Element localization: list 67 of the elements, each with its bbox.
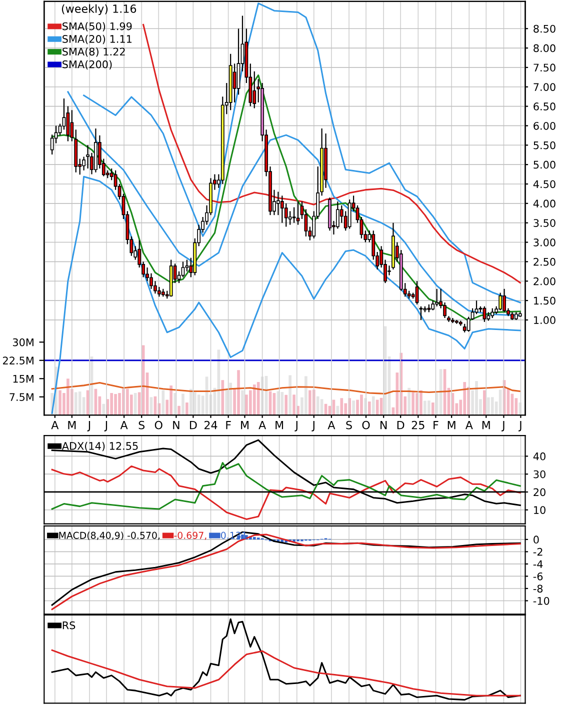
- x-tick-label: D: [190, 421, 197, 430]
- y-tick-label: 7.00: [534, 83, 556, 91]
- y2-tick-label: 30M: [12, 338, 34, 346]
- y-tick-label: 2.00: [534, 277, 556, 286]
- y-tick-label: 30: [534, 470, 546, 478]
- y2-tick-label: 7.5M: [10, 393, 34, 401]
- x-tick-label: D: [397, 421, 404, 430]
- x-tick-label: 24: [204, 420, 218, 430]
- legend-label: SMA(50) 1.99: [62, 22, 132, 32]
- legend-label: SMA(8) 1.22: [62, 48, 125, 57]
- y-tick-label: 20: [534, 488, 546, 496]
- y-tick-label: 6.50: [534, 102, 556, 110]
- x-tick-label: M: [482, 421, 490, 430]
- legend-label: ADX(14) 12.55: [62, 442, 138, 452]
- y-tick-label: 2.50: [534, 258, 556, 266]
- y-tick-label: -10: [533, 596, 550, 605]
- x-tick-label: N: [380, 421, 387, 430]
- x-tick-label: J: [518, 421, 522, 432]
- x-tick-label: A: [51, 421, 59, 430]
- x-tick-label: J: [87, 421, 90, 432]
- y-tick-label: -4: [533, 560, 543, 568]
- x-tick-label: O: [154, 420, 162, 430]
- x-tick-label: J: [104, 421, 108, 432]
- y2-tick-label: 15M: [13, 374, 34, 383]
- y-tick-label: 6.00: [534, 122, 556, 130]
- y-tick-label: 5.50: [534, 141, 556, 150]
- x-tick-label: M: [276, 421, 284, 430]
- x-tick-label: J: [312, 421, 314, 432]
- y2-tick-label: 22.5M: [3, 356, 34, 364]
- legend-label: SMA(200): [62, 60, 112, 70]
- x-tick-label: F: [226, 421, 231, 430]
- y-tick-label: 3.50: [534, 219, 556, 227]
- x-tick-label: J: [502, 421, 504, 432]
- y-tick-label: 1.50: [534, 296, 556, 305]
- x-tick-label: M: [241, 421, 248, 430]
- x-tick-label: A: [258, 421, 266, 430]
- x-tick-label: J: [294, 421, 298, 432]
- x-tick-label: S: [138, 420, 145, 430]
- y-tick-label: 7.50: [534, 64, 556, 72]
- x-tick-label: A: [120, 421, 128, 430]
- y-tick-label: 4.00: [533, 200, 556, 208]
- y-tick-label: 10: [534, 506, 546, 514]
- y-tick-label: 3.00: [534, 238, 556, 246]
- legend-label: RS: [62, 621, 76, 630]
- y-tick-label: 8.50: [534, 24, 556, 33]
- x-tick-label: M: [448, 421, 456, 430]
- x-tick-label: S: [346, 420, 352, 430]
- y-tick-label: -2: [533, 548, 542, 556]
- x-tick-label: F: [434, 421, 438, 430]
- x-tick-label: M: [68, 421, 76, 430]
- chart-title: (weekly) 1.16: [62, 4, 136, 16]
- x-tick-label: A: [465, 421, 473, 430]
- legend-label: SMA(20) 1.11: [62, 34, 132, 44]
- y-tick-label: 4.50: [533, 180, 556, 188]
- y-tick-label: 5.00: [534, 160, 556, 169]
- x-tick-label: O: [362, 420, 370, 430]
- y-tick-label: 8.00: [534, 44, 556, 52]
- y-tick-label: 1.00: [534, 316, 556, 324]
- y-tick-label: -8: [533, 584, 543, 593]
- x-tick-label: N: [173, 421, 180, 430]
- x-tick-label: A: [328, 421, 336, 430]
- legend-label: MACD(8,40,9) -0.570,: [59, 532, 160, 540]
- y-tick-label: 40: [533, 452, 546, 460]
- y-tick-label: 0: [534, 536, 539, 544]
- x-tick-label: 25: [412, 420, 424, 430]
- y-tick-label: -6: [533, 572, 543, 580]
- legend-label: -0.697,: [174, 532, 206, 540]
